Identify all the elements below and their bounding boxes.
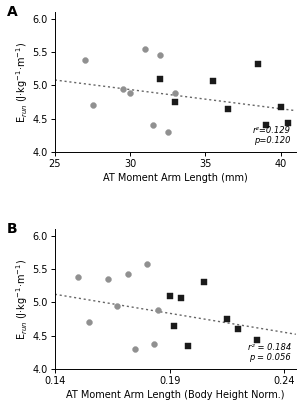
Point	[185, 342, 190, 349]
Text: B: B	[7, 222, 17, 236]
Point	[120, 85, 125, 92]
Text: r² = 0.184
p = 0.056: r² = 0.184 p = 0.056	[248, 342, 291, 362]
Point	[114, 302, 119, 309]
Y-axis label: E$_{run}$ (J·kg$^{-1}$·m$^{-1}$): E$_{run}$ (J·kg$^{-1}$·m$^{-1}$)	[14, 41, 30, 123]
Point	[202, 279, 206, 286]
Point	[236, 326, 241, 332]
Text: A: A	[7, 5, 17, 19]
Point	[133, 346, 138, 352]
Point	[128, 90, 133, 97]
Point	[167, 292, 172, 299]
Point	[158, 75, 163, 82]
X-axis label: AT Moment Arm Length (mm): AT Moment Arm Length (mm)	[103, 173, 248, 183]
Point	[286, 120, 291, 127]
Point	[83, 57, 88, 63]
Point	[278, 103, 283, 110]
Point	[105, 276, 110, 282]
Point	[87, 319, 92, 326]
Point	[158, 52, 163, 59]
Text: r²=0.129
p=0.120: r²=0.129 p=0.120	[253, 126, 291, 145]
Point	[224, 316, 229, 322]
Point	[179, 294, 184, 301]
Point	[126, 270, 131, 277]
Point	[165, 129, 170, 135]
Point	[173, 90, 178, 97]
Point	[173, 99, 178, 105]
Point	[156, 307, 161, 314]
X-axis label: AT Moment Arm Length (Body Height Norm.): AT Moment Arm Length (Body Height Norm.)	[66, 390, 285, 400]
Point	[90, 102, 95, 109]
Point	[151, 340, 156, 347]
Point	[144, 261, 149, 267]
Point	[143, 45, 148, 52]
Y-axis label: E$_{run}$ (J·kg$^{-1}$·m$^{-1}$): E$_{run}$ (J·kg$^{-1}$·m$^{-1}$)	[14, 258, 30, 340]
Point	[263, 122, 268, 129]
Point	[254, 337, 259, 344]
Point	[150, 122, 155, 129]
Point	[210, 77, 215, 84]
Point	[256, 61, 261, 67]
Point	[226, 105, 231, 112]
Point	[172, 322, 177, 329]
Point	[75, 274, 80, 280]
